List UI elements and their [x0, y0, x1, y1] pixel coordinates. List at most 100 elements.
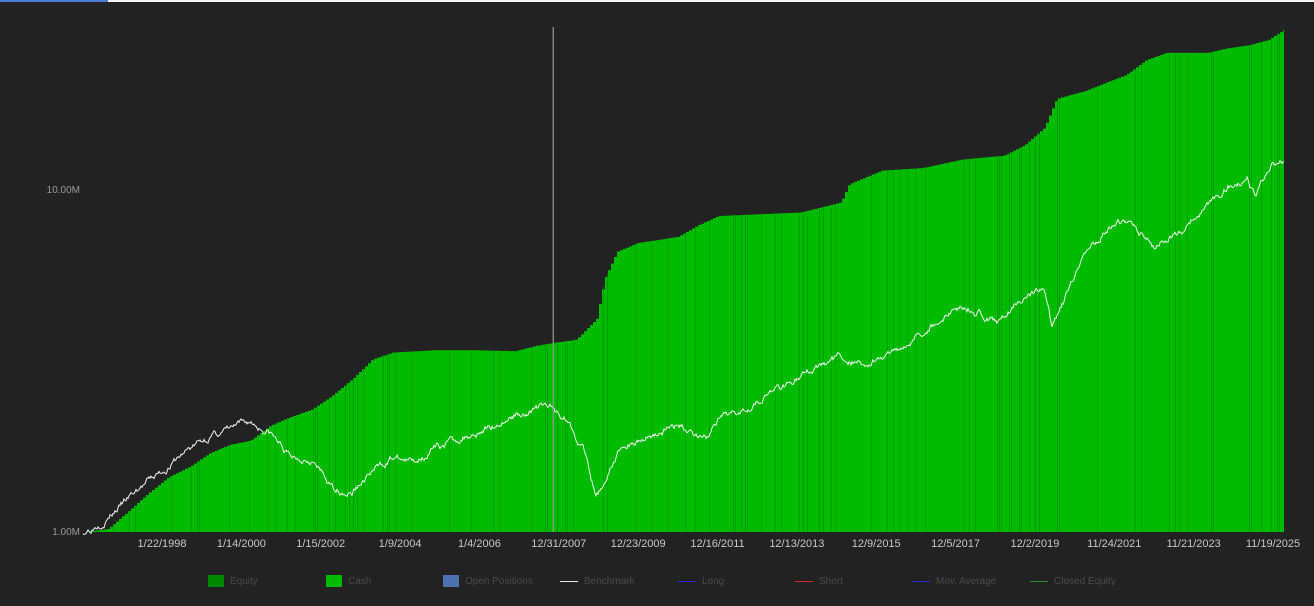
- equity-bar: [1059, 98, 1060, 533]
- equity-bar: [389, 354, 390, 532]
- equity-bar: [287, 419, 288, 532]
- equity-bar: [999, 157, 1000, 532]
- equity-bar: [925, 168, 926, 532]
- equity-bars: [99, 33, 1280, 533]
- active-tab-indicator[interactable]: [0, 0, 108, 2]
- equity-bar: [567, 341, 568, 532]
- equity-bar: [363, 369, 364, 532]
- equity-bar: [1029, 141, 1030, 532]
- legend-item-short[interactable]: Short: [795, 572, 843, 590]
- legend-label: Benchmark: [584, 575, 635, 587]
- equity-bar: [915, 169, 916, 533]
- equity-bar: [229, 445, 230, 532]
- equity-bar: [573, 341, 574, 532]
- equity-bar: [761, 215, 762, 533]
- legend-item-closed-equity[interactable]: Closed Equity: [1030, 572, 1116, 590]
- equity-bar: [1141, 64, 1142, 532]
- equity-bar: [275, 424, 276, 532]
- legend-item-cash[interactable]: Cash: [326, 572, 371, 590]
- equity-bar: [557, 343, 558, 532]
- equity-bar: [345, 385, 346, 532]
- equity-bar: [1009, 153, 1010, 532]
- equity-bar: [781, 214, 782, 532]
- equity-bar: [313, 409, 314, 532]
- equity-bar: [1001, 156, 1002, 533]
- equity-bar: [349, 382, 350, 532]
- equity-bar: [249, 441, 250, 532]
- equity-bar: [819, 208, 820, 533]
- legend-item-equity[interactable]: Equity: [208, 572, 258, 590]
- equity-bar: [1097, 86, 1098, 532]
- x-tick-label: 12/2/2019: [1010, 538, 1059, 550]
- equity-bar: [747, 215, 748, 532]
- x-tick-label: 12/13/2013: [769, 538, 824, 550]
- equity-bar: [651, 241, 652, 532]
- legend-label: Mov. Average: [936, 575, 997, 587]
- equity-bar: [835, 204, 836, 532]
- equity-bar: [493, 351, 494, 532]
- legend-item-mov-average[interactable]: Mov. Average: [912, 572, 996, 590]
- equity-bar: [603, 285, 604, 532]
- equity-bar: [1057, 99, 1058, 533]
- equity-bar: [1135, 68, 1136, 532]
- x-tick-label: 1/22/1998: [138, 538, 187, 550]
- equity-bar: [1021, 147, 1022, 532]
- tab-strip: [0, 0, 1314, 2]
- x-tick-label: 12/31/2007: [531, 538, 586, 550]
- equity-bar: [969, 159, 970, 532]
- x-tick-label: 12/9/2015: [852, 538, 901, 550]
- legend-swatch: [795, 580, 813, 582]
- equity-bar: [799, 213, 800, 532]
- legend-swatch: [443, 575, 459, 587]
- equity-bar: [1039, 133, 1040, 532]
- equity-bar: [667, 239, 668, 532]
- equity-bar: [199, 461, 200, 532]
- equity-bar: [685, 233, 686, 532]
- equity-bar: [1175, 53, 1176, 533]
- equity-bar: [695, 227, 696, 532]
- legend-item-long[interactable]: Long: [678, 572, 724, 590]
- legend-label: Cash: [348, 575, 372, 587]
- equity-bar: [823, 207, 824, 532]
- equity-bar: [499, 351, 500, 532]
- equity-bar: [1211, 52, 1212, 532]
- equity-bar: [871, 175, 872, 532]
- y-axis: 1.00M 10.00M: [47, 185, 80, 538]
- legend-item-benchmark[interactable]: Benchmark: [560, 572, 635, 590]
- equity-bar: [741, 216, 742, 532]
- legend-swatch: [208, 575, 224, 587]
- equity-bar: [295, 416, 296, 532]
- legend-swatch: [560, 580, 578, 582]
- equity-bar: [383, 356, 384, 532]
- legend-swatch: [912, 580, 930, 582]
- equity-bar: [963, 160, 964, 533]
- equity-bar: [1035, 136, 1036, 532]
- equity-bar: [893, 170, 894, 532]
- benchmark-line: [82, 159, 1285, 536]
- x-tick-label: 11/24/2021: [1087, 538, 1141, 550]
- equity-bar: [1251, 45, 1252, 533]
- legend-label: Closed Equity: [1054, 575, 1116, 587]
- equity-bar: [315, 407, 316, 532]
- equity-bar: [135, 505, 136, 532]
- x-tick-label: 1/15/2002: [296, 538, 345, 550]
- equity-bar: [531, 347, 532, 532]
- equity-bar: [113, 525, 114, 532]
- equity-bar: [353, 378, 354, 532]
- equity-bar: [197, 462, 198, 532]
- legend-label: Short: [819, 575, 843, 587]
- legend-label: Equity: [230, 575, 258, 587]
- equity-bar: [129, 511, 130, 532]
- legend-swatch: [1030, 580, 1048, 582]
- equity-bar: [411, 352, 412, 532]
- equity-bar: [1279, 33, 1280, 533]
- equity-bar: [1187, 53, 1188, 533]
- equity-bar: [831, 205, 832, 532]
- equity-bar: [735, 216, 736, 532]
- equity-bar: [191, 466, 192, 532]
- equity-bar: [1169, 53, 1170, 533]
- legend-item-open-positions[interactable]: Open Positions: [443, 572, 533, 590]
- equity-bar: [171, 476, 172, 532]
- x-tick-label: 12/23/2009: [611, 538, 666, 550]
